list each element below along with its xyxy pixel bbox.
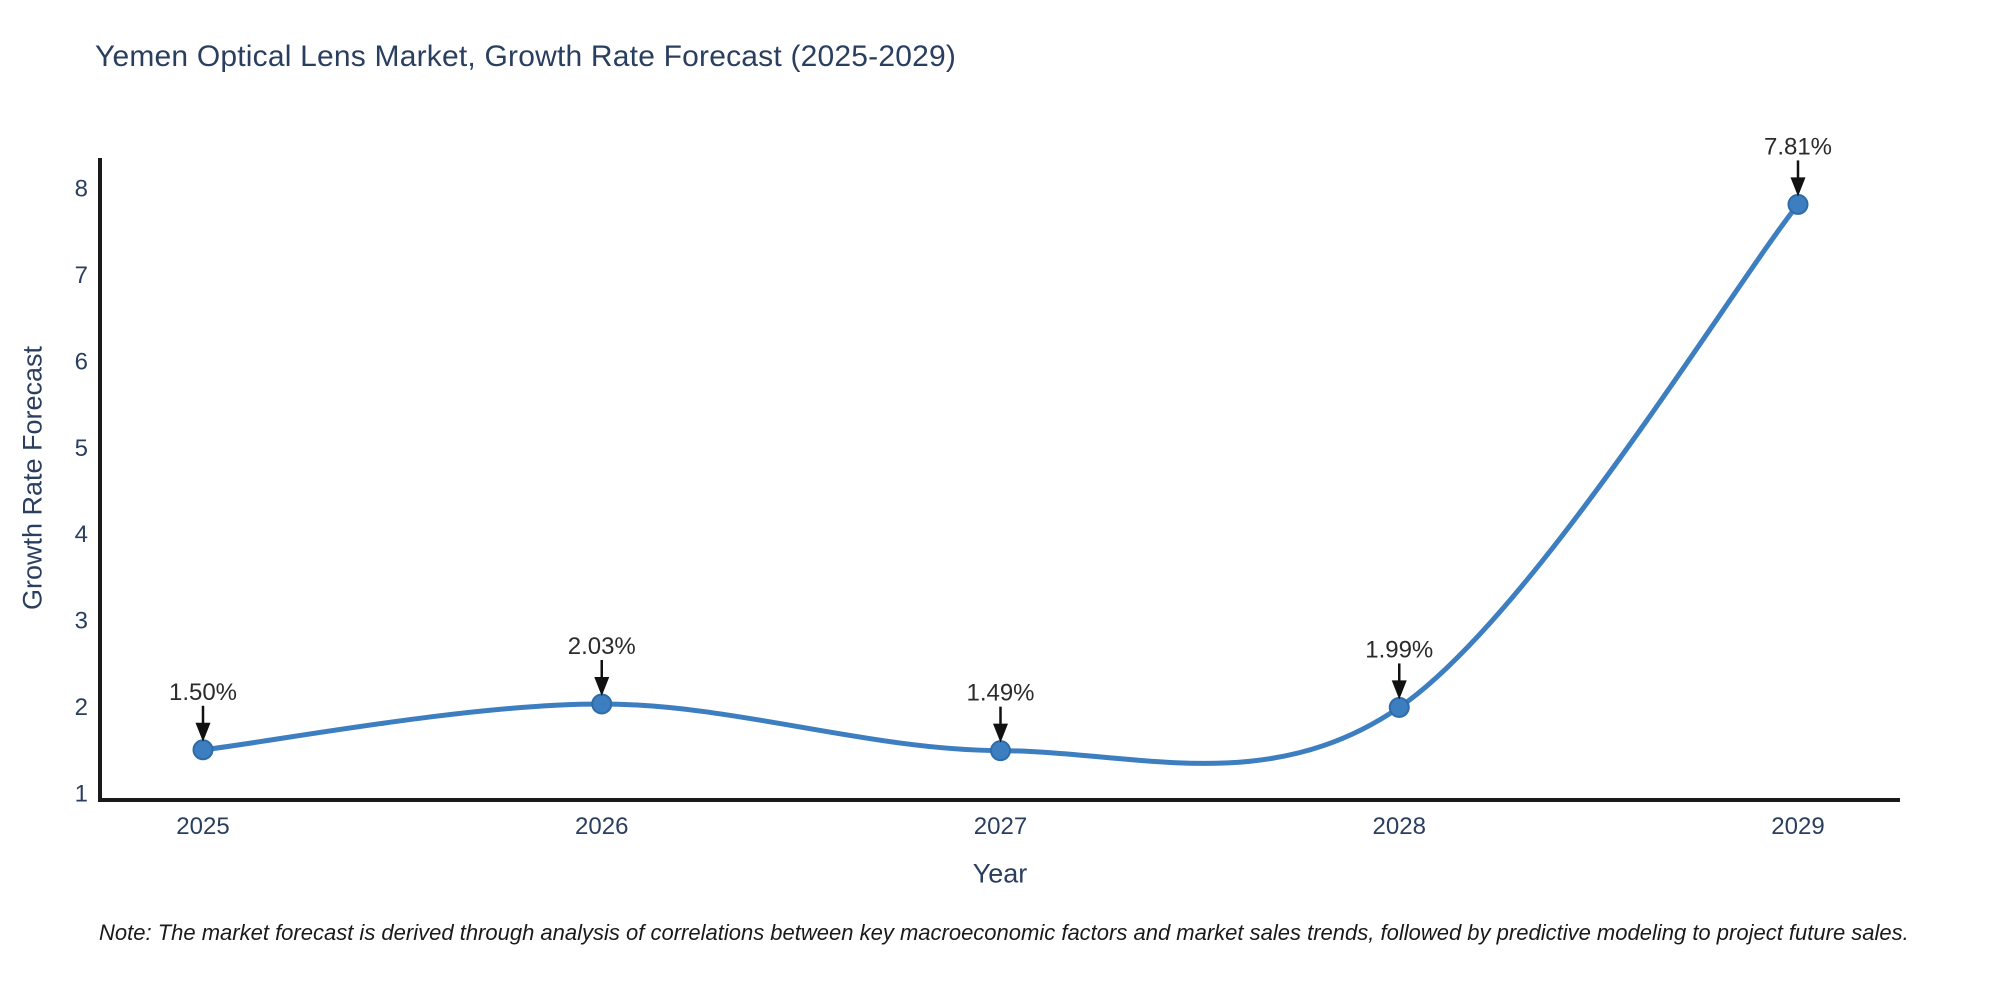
annotation-arrow-head <box>993 723 1008 743</box>
y-tick-label: 6 <box>75 348 88 375</box>
annotation-arrow-head <box>594 676 610 696</box>
x-tick-label: 2026 <box>575 813 628 840</box>
forecast-line <box>200 201 1801 766</box>
data-point-label: 1.49% <box>966 680 1034 707</box>
data-point-label: 1.99% <box>1365 636 1433 663</box>
annotation-arrow-head <box>195 722 211 742</box>
y-tick-label: 7 <box>75 262 88 289</box>
y-tick-label: 5 <box>75 435 88 462</box>
annotation-arrow-head <box>1790 177 1806 197</box>
x-tick-label: 2027 <box>974 813 1027 840</box>
data-point-label: 7.81% <box>1764 133 1832 160</box>
y-tick-label: 1 <box>75 781 88 808</box>
data-point-label: 1.50% <box>169 679 237 706</box>
x-tick-label: 2028 <box>1373 813 1426 840</box>
x-tick-label: 2029 <box>1771 813 1824 840</box>
x-axis-title: Year <box>972 858 1028 889</box>
data-point-marker <box>990 740 1011 762</box>
data-point-marker <box>1787 193 1809 215</box>
y-tick-label: 3 <box>75 608 88 635</box>
y-tick-label: 4 <box>75 521 88 548</box>
data-point-marker <box>192 739 214 761</box>
y-tick-label: 8 <box>75 175 88 202</box>
x-tick-label: 2025 <box>176 813 229 840</box>
annotation-arrow-head <box>1391 680 1407 700</box>
y-tick-label: 2 <box>75 694 88 721</box>
data-point-marker <box>1388 696 1410 718</box>
y-axis-title: Growth Rate Forecast <box>17 345 48 611</box>
footnote: Note: The market forecast is derived thr… <box>99 920 1909 945</box>
chart-title: Yemen Optical Lens Market, Growth Rate F… <box>95 40 957 73</box>
data-point-label: 2.03% <box>568 633 636 660</box>
data-point-marker <box>591 693 613 715</box>
